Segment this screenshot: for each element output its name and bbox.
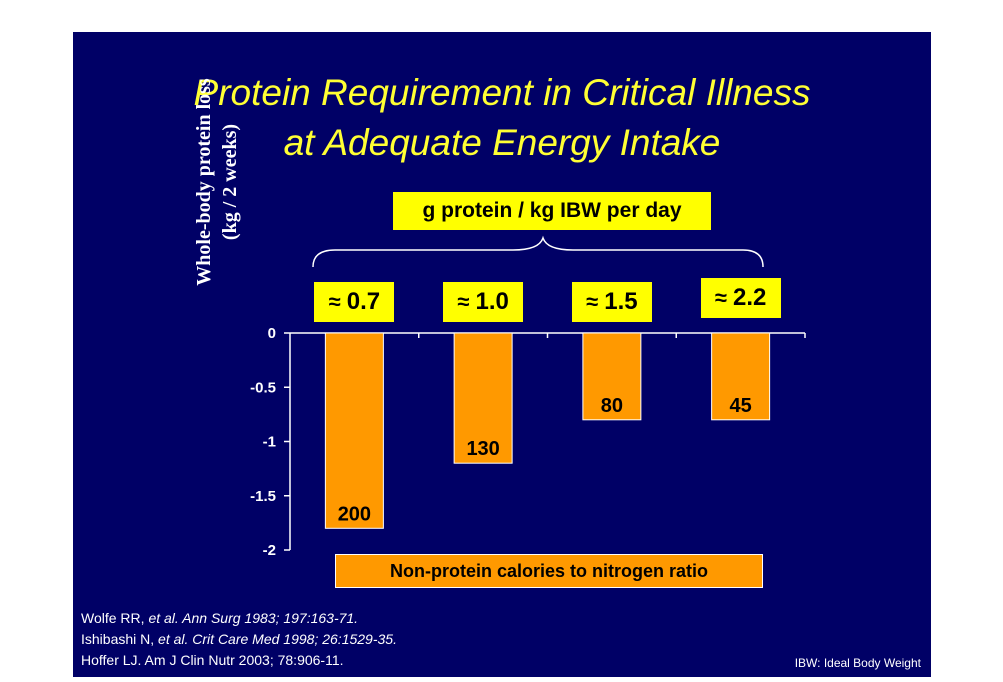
bar-value-label: 80 — [601, 395, 623, 417]
bar — [453, 332, 513, 464]
bar — [582, 332, 642, 421]
y-tick-label: -1 — [263, 434, 276, 451]
y-axis-title-line-1: Whole-body protein loss — [193, 78, 215, 286]
bar-value-label: 200 — [338, 503, 371, 525]
y-tick-label: -1.5 — [250, 488, 276, 505]
y-tick-label: -0.5 — [250, 379, 276, 396]
category-label: 1.0 — [475, 288, 509, 315]
category-label-box: ≈2.2 — [700, 278, 781, 318]
footnote: IBW: Ideal Body Weight — [794, 656, 921, 670]
reference-2: Ishibashi N, et al. Crit Care Med 1998; … — [81, 631, 397, 647]
plot-area: 0 -0.5 -1 -1.5 -2 200 130 80 45 — [250, 325, 806, 559]
category-label: 0.7 — [346, 288, 381, 315]
approx-symbol: ≈ — [586, 289, 599, 314]
bar-value-label: 45 — [730, 395, 752, 417]
bar — [324, 332, 384, 529]
approx-symbol: ≈ — [328, 289, 341, 314]
reference-1: Wolfe RR, et al. Ann Surg 1983; 197:163-… — [81, 610, 359, 626]
approx-symbol: ≈ — [457, 289, 470, 314]
title-line-1: Protein Requirement in Critical Illness — [193, 72, 811, 113]
category-label-box: ≈1.5 — [571, 282, 652, 322]
category-label: 1.5 — [604, 288, 638, 315]
y-axis-title: Whole-body protein loss (kg / 2 weeks) — [191, 52, 251, 312]
approx-symbol: ≈ — [714, 285, 727, 310]
nitrogen-ratio-box: Non-protein calories to nitrogen ratio — [335, 554, 763, 588]
y-tick-label: 0 — [268, 325, 276, 342]
references: Wolfe RR, et al. Ann Surg 1983; 197:163-… — [81, 608, 397, 671]
brace — [312, 235, 764, 268]
category-label: 2.2 — [732, 284, 767, 311]
bar-value-label: 130 — [466, 438, 499, 460]
bar — [711, 332, 771, 421]
category-label-box: ≈1.0 — [443, 282, 524, 322]
y-axis-title-line-2: (kg / 2 weeks) — [219, 123, 241, 241]
reference-3: Hoffer LJ. Am J Clin Nutr 2003; 78:906-1… — [81, 652, 344, 668]
y-tick-label: -2 — [263, 542, 276, 559]
title-line-2: at Adequate Energy Intake — [283, 122, 721, 163]
slide-title: Protein Requirement in Critical Illness … — [73, 68, 931, 168]
slide: Protein Requirement in Critical Illness … — [73, 32, 931, 677]
protein-dose-header-box: g protein / kg IBW per day — [393, 192, 711, 230]
chart: 0 -0.5 -1 -1.5 -2 200 130 80 45 — [250, 235, 806, 559]
category-label-box: ≈0.7 — [314, 282, 395, 322]
